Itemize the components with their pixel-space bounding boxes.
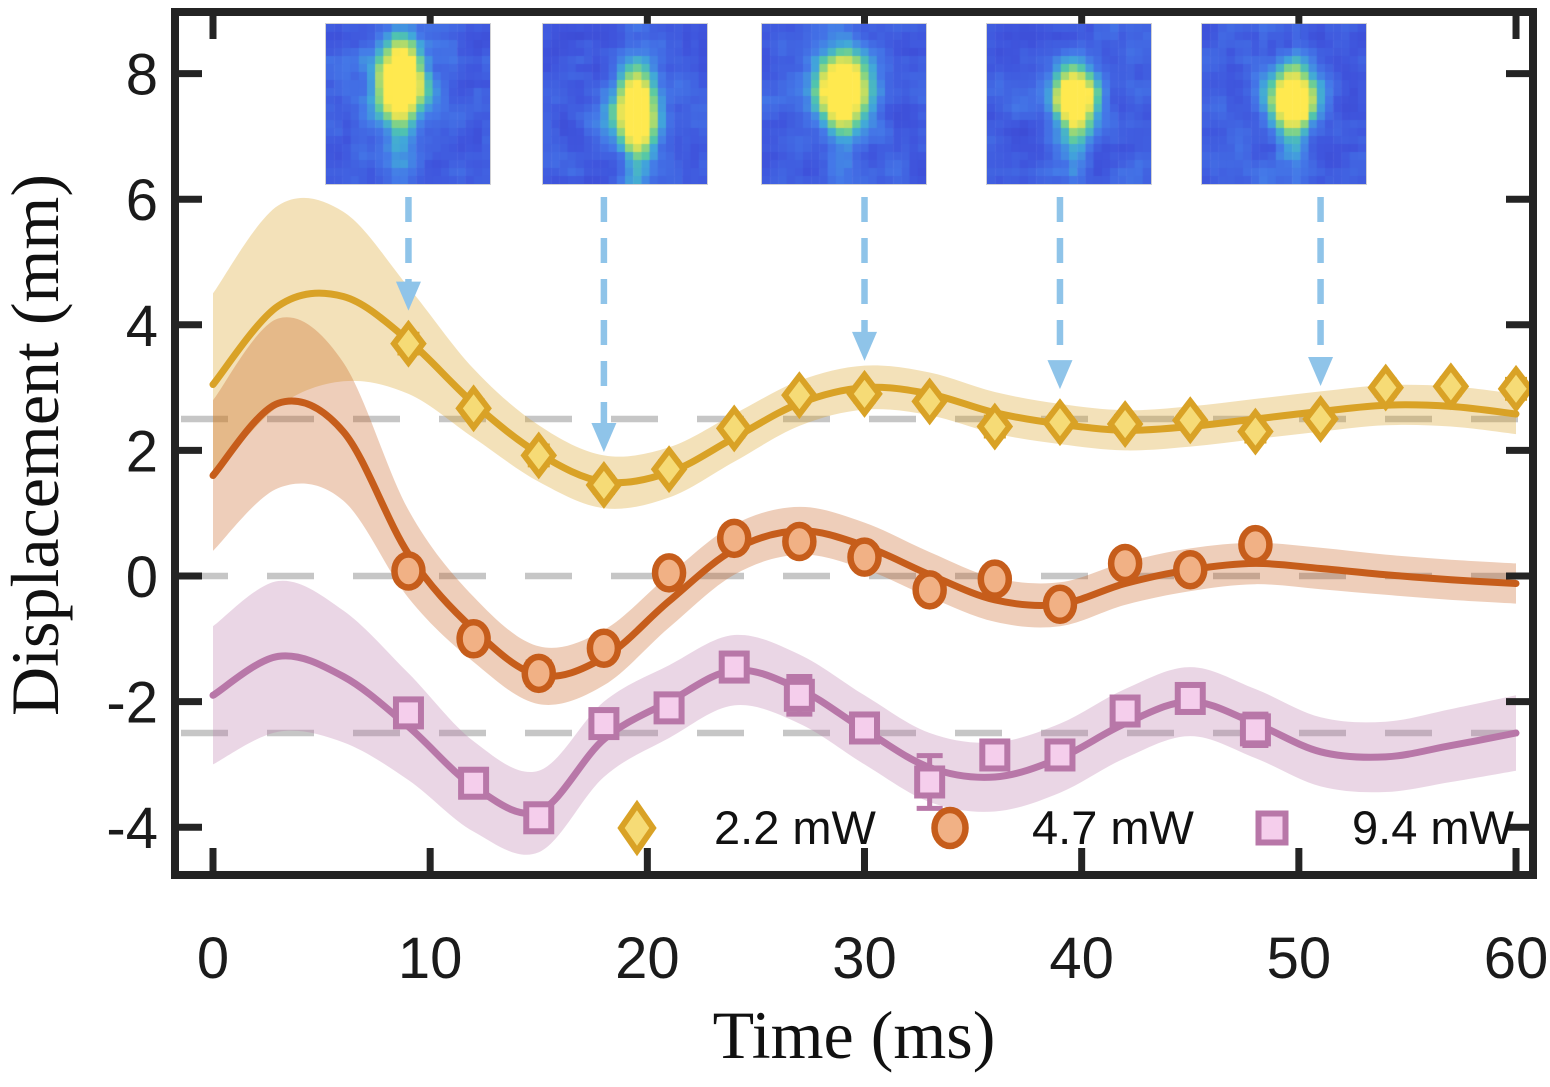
data-point-marker [1171,396,1209,445]
inset-image-4 [987,24,1151,184]
inset-image-1 [326,24,490,184]
y-tick-label: 8 [126,43,158,108]
x-tick-label: 0 [197,926,229,991]
data-point-marker [1432,362,1470,411]
data-point-marker [586,628,622,668]
data-point-marker [1497,364,1529,413]
data-point-marker [521,653,557,694]
data-point-marker [456,619,491,659]
data-point-marker [650,445,688,494]
data-point-marker [715,404,753,453]
y-tick-label: 6 [126,168,158,233]
data-point-marker [912,570,947,610]
y-tick-label: 2 [126,419,158,484]
y-tick-label: -2 [106,671,158,736]
data-point-marker [588,707,620,741]
legend-label: 9.4 mW [1352,801,1515,854]
series-3-markers [392,650,1271,835]
y-tick-label: 0 [126,545,158,610]
legend-marker-square-icon [1255,810,1289,846]
x-tick-label: 50 [1267,926,1332,991]
data-point-marker [458,766,490,800]
arrow-head-icon [1308,357,1334,386]
data-point-marker [1106,400,1144,448]
data-point-marker [520,431,558,480]
data-layer [181,197,1529,855]
data-point-marker [1107,543,1143,584]
data-point-marker [783,678,815,712]
data-point-marker [976,402,1014,451]
series-1-markers [390,319,1529,509]
inset-image-2 [543,24,707,184]
series-2-markers [391,518,1273,694]
data-point-marker [718,650,750,684]
arrow-head-icon [591,422,617,452]
data-point-marker [979,738,1011,772]
arrow-head-icon [852,331,878,361]
data-point-marker [716,518,752,559]
legend-marker-diamond-icon [617,799,657,857]
data-point-marker [1044,738,1076,772]
data-point-marker [849,711,881,745]
data-point-marker [847,537,882,577]
data-point-marker [782,521,817,562]
data-point-marker [390,319,427,368]
data-point-marker [846,369,883,418]
inset-image-5 [1202,24,1366,184]
legend-item-2: 4.7 mW [931,801,1195,854]
y-tick-label: 4 [126,294,158,359]
x-tick-label: 60 [1484,926,1549,991]
legend-marker-circle-icon [931,806,969,850]
arrow-head-icon [395,281,421,311]
data-point-marker [1238,524,1273,565]
y-axis-title: Displacement (mm) [0,174,73,716]
data-point-marker [1239,713,1271,747]
data-point-marker [455,384,492,433]
x-tick-label: 10 [398,926,463,991]
y-tick-label: -4 [106,796,158,861]
data-point-marker [911,377,948,426]
legend-label: 4.7 mW [1032,801,1195,854]
data-point-marker [391,551,426,591]
legend-item-1: 2.2 mW [617,799,877,857]
data-point-marker [523,801,555,835]
inset-image-3 [762,24,926,184]
legend-label: 2.2 mW [714,801,877,854]
data-point-marker [1041,398,1079,447]
data-point-marker [1174,681,1206,715]
data-point-marker [977,559,1013,599]
data-point-marker [1367,363,1404,412]
annotation-layer: 2.2 mW 4.7 mW 9.4 mW [395,197,1515,857]
data-point-marker [653,691,685,725]
data-point-marker [1109,694,1141,728]
data-point-marker [651,553,687,593]
data-point-marker [1173,549,1208,590]
data-point-marker [781,371,818,420]
data-point-marker [1042,584,1078,625]
x-axis-title: Time (ms) [713,997,996,1073]
x-tick-label: 40 [1049,926,1114,991]
data-point-marker [585,460,623,509]
data-point-marker [1237,407,1274,456]
data-point-marker [914,765,946,799]
data-point-marker [392,696,424,730]
x-tick-label: 30 [832,926,897,991]
data-point-marker [1302,395,1339,443]
x-tick-label: 20 [615,926,680,991]
arrow-head-icon [1047,360,1073,390]
legend-item-3: 9.4 mW [1255,801,1515,854]
axes-box [171,8,1537,879]
